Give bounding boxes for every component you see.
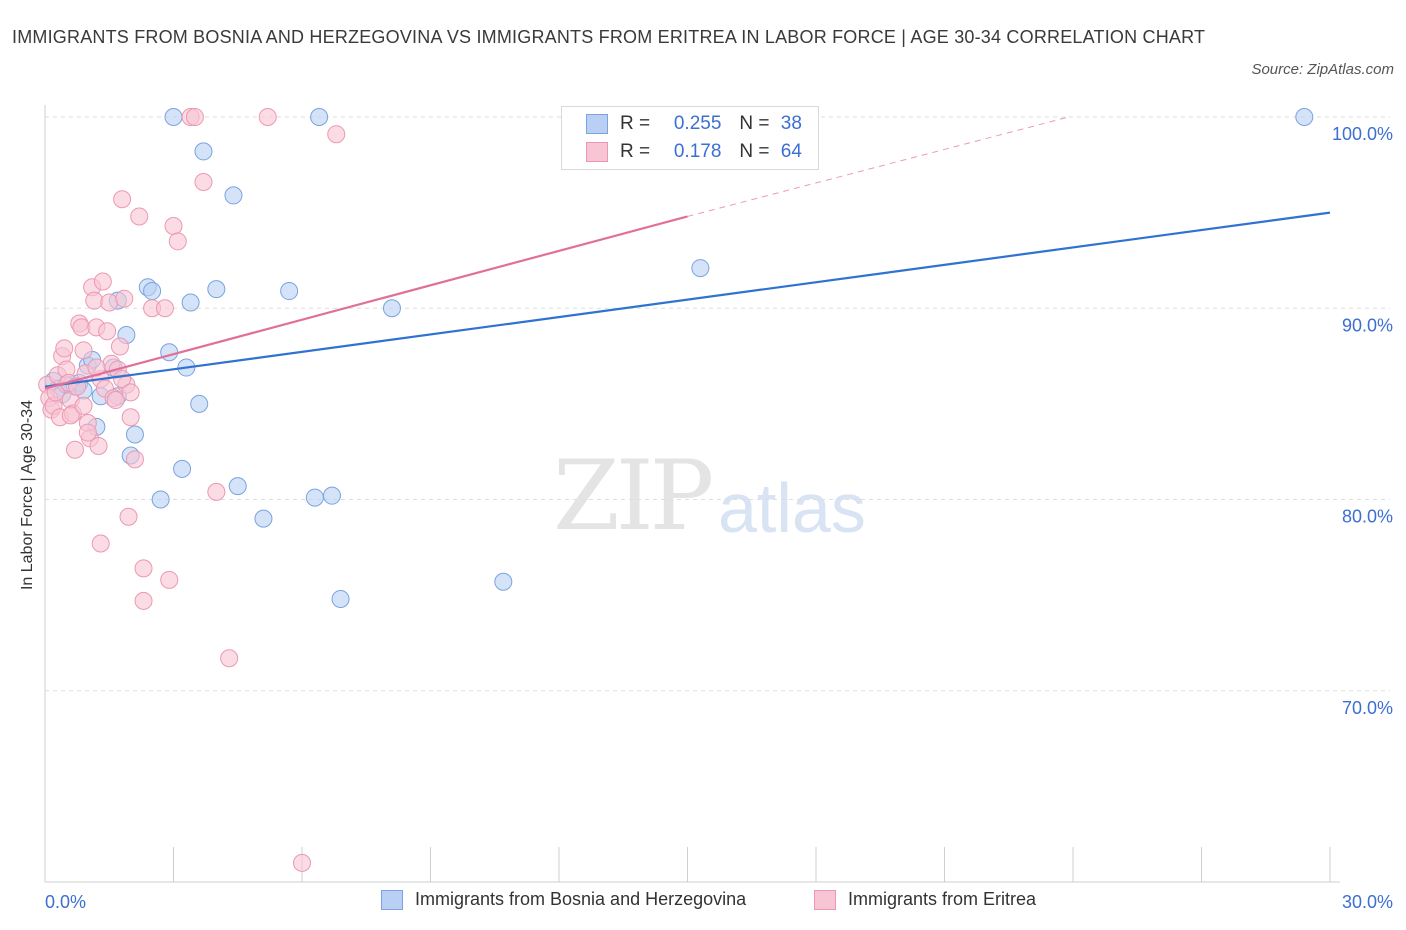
data-point-eritrea	[87, 358, 106, 377]
watermark-zip: ZIP	[553, 440, 714, 552]
trend-line-bosnia	[44, 211, 1331, 388]
data-point-eritrea	[78, 423, 97, 442]
data-point-eritrea	[130, 207, 149, 226]
data-point-eritrea	[72, 318, 91, 337]
n-label: N =	[739, 141, 770, 162]
y-tick-label: 100.0%	[1332, 124, 1393, 144]
data-point-bosnia	[382, 299, 401, 318]
data-point-eritrea	[106, 391, 125, 410]
gridlines	[45, 116, 1390, 692]
data-point-bosnia	[125, 425, 144, 444]
data-point-bosnia	[322, 486, 341, 505]
data-point-eritrea	[185, 108, 204, 126]
data-point-bosnia	[181, 293, 200, 312]
data-point-bosnia	[207, 280, 226, 299]
data-point-eritrea	[258, 108, 277, 126]
r-label: R =	[620, 141, 651, 162]
data-point-eritrea	[74, 396, 93, 415]
data-point-eritrea	[134, 591, 153, 610]
r-value-eritrea: 0.178	[673, 141, 722, 162]
chart-title: IMMIGRANTS FROM BOSNIA AND HERZEGOVINA V…	[12, 27, 1206, 47]
data-point-eritrea	[194, 173, 213, 192]
data-point-eritrea	[61, 406, 80, 425]
data-point-eritrea	[91, 534, 110, 553]
data-point-eritrea	[65, 440, 84, 459]
data-point-bosnia	[194, 142, 213, 161]
data-point-bosnia	[691, 259, 710, 278]
data-point-bosnia	[310, 108, 329, 126]
data-point-eritrea	[155, 299, 174, 318]
data-point-eritrea	[55, 339, 74, 358]
data-point-bosnia	[228, 477, 247, 496]
data-point-bosnia	[224, 186, 243, 205]
trend-lines	[44, 116, 1331, 390]
data-point-bosnia	[160, 343, 179, 362]
data-point-eritrea	[220, 649, 239, 668]
data-point-eritrea	[113, 190, 132, 209]
data-point-bosnia	[494, 572, 513, 591]
bottom-legend-label-eritrea: Immigrants from Eritrea	[848, 889, 1037, 909]
trend-line-eritrea	[44, 215, 688, 390]
data-point-eritrea	[119, 507, 138, 526]
r-label: R =	[620, 113, 651, 134]
data-point-eritrea	[168, 232, 187, 251]
watermark-atlas: atlas	[718, 469, 866, 547]
bottom-legend-bosnia: Immigrants from Bosnia and Herzegovina	[381, 889, 746, 910]
axes	[44, 105, 1340, 883]
data-point-eritrea	[293, 853, 311, 872]
stats-legend: R = 0.255 N = 38 R = 0.178 N = 64	[561, 106, 819, 170]
data-point-eritrea	[207, 482, 226, 501]
data-point-bosnia	[151, 490, 170, 509]
data-point-bosnia	[173, 459, 192, 478]
r-value-bosnia: 0.255	[673, 113, 722, 134]
data-point-eritrea	[134, 559, 153, 578]
y-tick-label: 80.0%	[1342, 507, 1393, 527]
data-point-eritrea	[125, 450, 144, 469]
data-point-bosnia	[143, 282, 162, 301]
bottom-legend-eritrea: Immigrants from Eritrea	[814, 889, 1036, 910]
x-tick-label: 0.0%	[45, 892, 86, 912]
bottom-legend-swatch-eritrea	[814, 889, 836, 910]
source-label: Source: ZipAtlas.com	[1251, 61, 1394, 78]
data-point-bosnia	[164, 108, 183, 126]
x-tick-label: 30.0%	[1342, 892, 1393, 912]
data-point-bosnia	[1295, 108, 1314, 126]
data-point-eritrea	[89, 436, 108, 455]
series-bosnia-points	[44, 108, 1314, 608]
data-point-bosnia	[190, 394, 209, 413]
legend-swatch-eritrea	[586, 142, 608, 162]
data-point-eritrea	[115, 289, 134, 308]
tick-labels: 70.0% 80.0% 90.0% 100.0% 0.0% 30.0%	[45, 124, 1393, 912]
y-tick-label: 90.0%	[1342, 315, 1393, 335]
n-label: N =	[739, 113, 770, 134]
data-point-eritrea	[164, 217, 183, 236]
data-point-eritrea	[121, 408, 140, 427]
bottom-legend-swatch-bosnia	[381, 889, 403, 910]
series-eritrea-points	[38, 108, 346, 872]
data-point-eritrea	[327, 125, 346, 144]
data-point-bosnia	[305, 488, 324, 507]
data-point-eritrea	[121, 383, 140, 402]
data-point-eritrea	[85, 291, 104, 310]
data-point-bosnia	[331, 589, 350, 608]
data-point-eritrea	[110, 337, 129, 356]
legend-row-bosnia: R = 0.255 N = 38	[586, 112, 802, 136]
n-value-eritrea: 64	[780, 141, 802, 162]
y-tick-label: 70.0%	[1342, 698, 1393, 718]
data-point-eritrea	[74, 341, 93, 360]
data-point-bosnia	[280, 282, 299, 301]
data-point-bosnia	[254, 509, 273, 528]
n-value-bosnia: 38	[780, 113, 802, 134]
legend-row-eritrea: R = 0.178 N = 64	[586, 140, 802, 164]
data-point-eritrea	[160, 570, 179, 589]
legend-swatch-bosnia	[586, 114, 608, 134]
data-point-eritrea	[93, 272, 112, 291]
data-point-eritrea	[98, 322, 117, 341]
bottom-legend-label-bosnia: Immigrants from Bosnia and Herzegovina	[415, 889, 747, 909]
data-point-eritrea	[100, 293, 119, 312]
